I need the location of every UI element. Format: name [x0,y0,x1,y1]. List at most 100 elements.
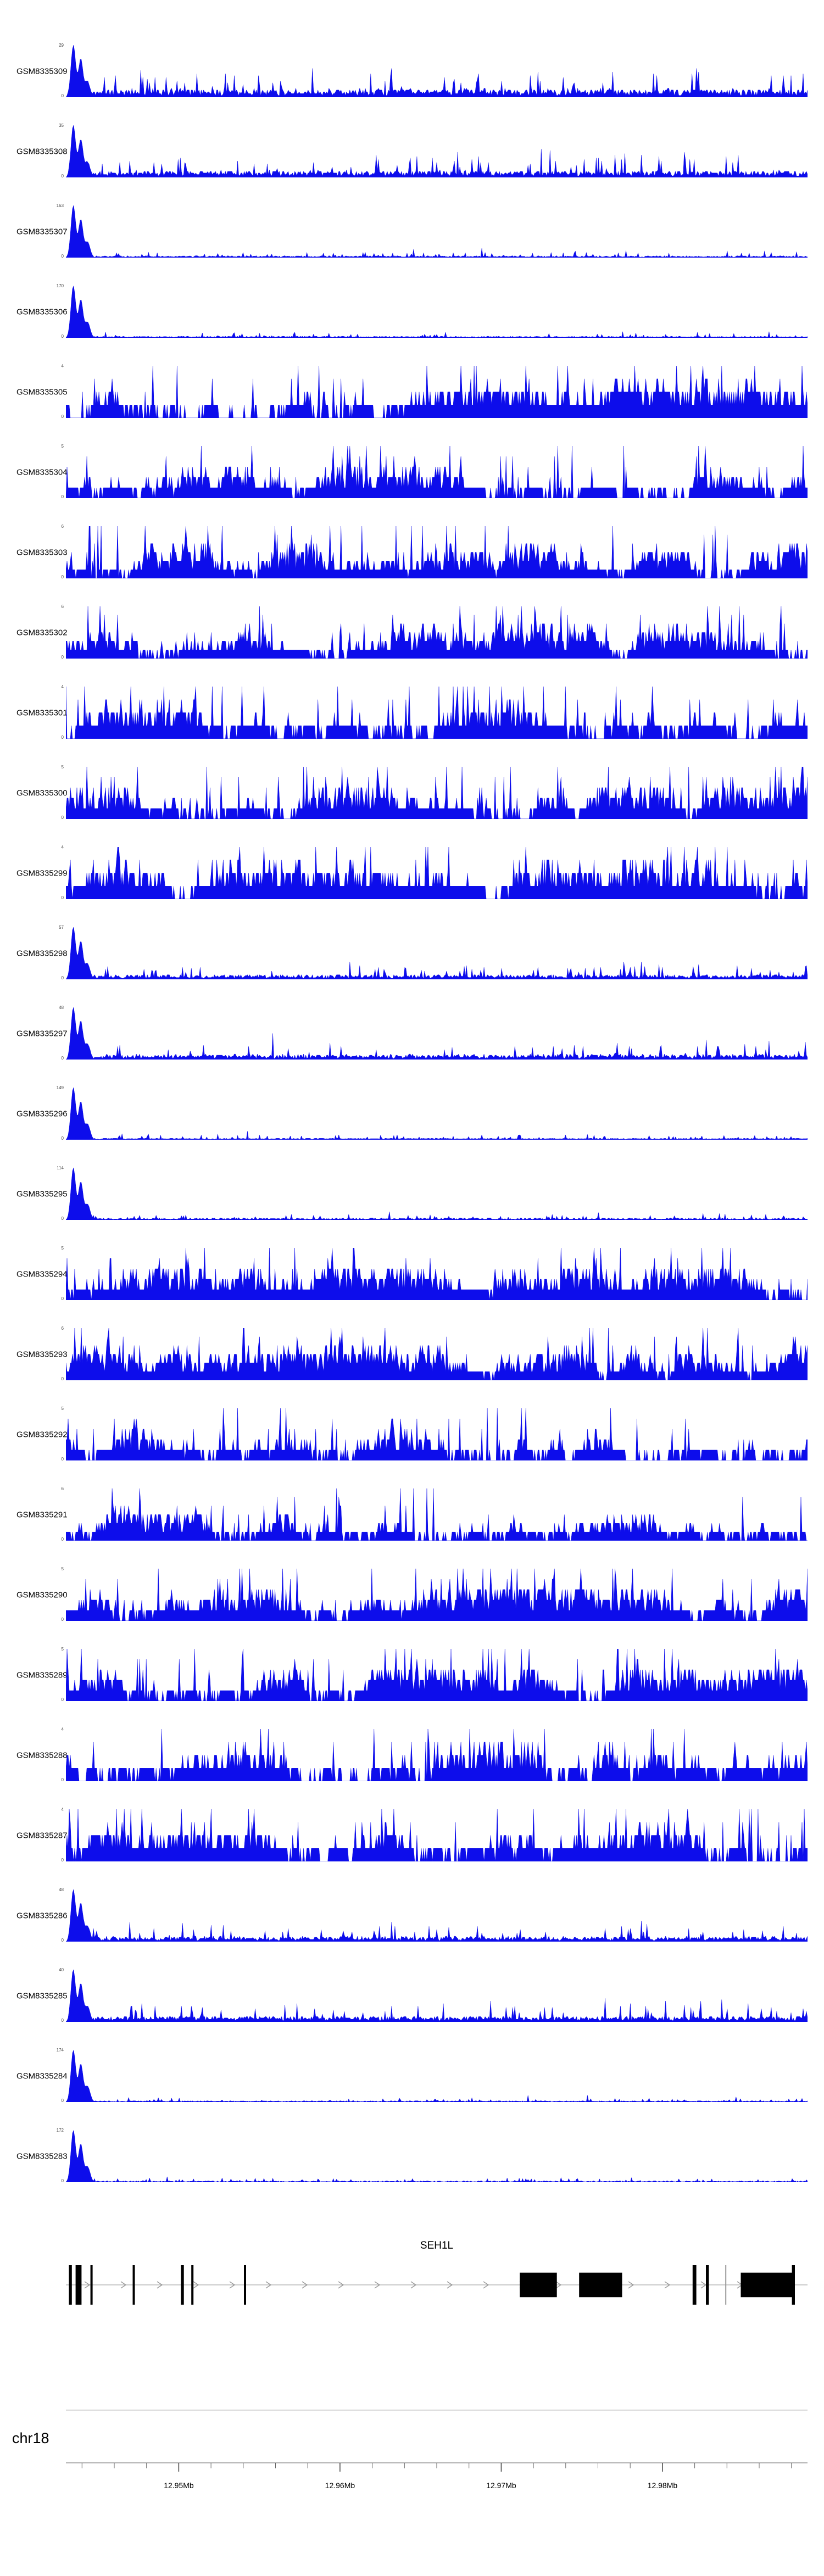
yaxis-max-label: 5 [61,1406,64,1411]
track-row: GSM8335289 5 0 [0,1627,824,1707]
strand-arrow-icon [555,2281,562,2289]
coverage-plot: 29 0 [59,43,808,98]
track-label: GSM8335287 [16,1831,68,1841]
track-row: GSM8335304 5 0 [0,424,824,504]
strand-arrow-icon [374,2281,381,2289]
yaxis-max-label: 6 [61,1486,64,1491]
signal-area-svg [66,366,808,418]
signal-area-svg [66,2130,808,2182]
coverage-plot: 172 0 [57,2128,808,2183]
yaxis-max-label: 40 [59,1967,64,1972]
track-label: GSM8335295 [16,1189,68,1199]
signal-polygon [66,687,808,739]
signal-polygon [66,1328,808,1380]
track-label: GSM8335301 [16,708,68,718]
coverage-plot: 114 0 [57,1166,808,1221]
signal-polygon [66,1248,808,1300]
yaxis-zero-label: 0 [61,815,64,820]
track-row: GSM8335305 4 0 [0,344,824,424]
signal-area-svg [66,1649,808,1701]
exon-box [692,2265,697,2305]
yaxis-zero-label: 0 [61,174,64,179]
strand-arrow-icon [483,2281,489,2289]
track-row: GSM8335290 5 0 [0,1547,824,1627]
signal-area-svg [66,927,808,979]
yaxis-max-label: 174 [56,2048,64,2053]
exon-box [579,2272,622,2298]
strand-arrow-icon [157,2281,163,2289]
exon-box [181,2265,184,2305]
track-label: GSM8335289 [16,1670,68,1680]
yaxis-max-label: 4 [61,684,64,689]
axis-tick-label: 12.97Mb [486,2481,516,2490]
yaxis-zero-label: 0 [61,1617,64,1622]
yaxis-zero-label: 0 [61,1056,64,1061]
signal-area-svg [66,1007,808,1060]
track-label: GSM8335299 [16,868,68,878]
coverage-plot: 35 0 [59,124,808,179]
exon-box [132,2265,135,2305]
strand-arrow-icon [265,2281,272,2289]
signal-polygon [66,286,808,338]
yaxis-max-label: 48 [59,1887,64,1892]
yaxis-max-label: 57 [59,925,64,930]
yaxis-max-label: 163 [56,203,64,208]
exon-box [792,2265,795,2305]
yaxis-zero-label: 0 [61,1216,64,1221]
yaxis-zero-label: 0 [61,1858,64,1863]
signal-area-svg [66,1488,808,1541]
signal-area-svg [66,1088,808,1140]
track-label: GSM8335309 [16,66,68,76]
track-label: GSM8335300 [16,788,68,798]
exon-box [75,2265,82,2305]
yaxis-max-label: 170 [56,283,64,288]
track-row: GSM8335294 5 0 [0,1226,824,1306]
signal-polygon [66,1889,808,1942]
exon-box [90,2265,93,2305]
exon-box [725,2265,727,2305]
track-row: GSM8335301 4 0 [0,665,824,745]
strand-arrow-icon [229,2281,236,2289]
signal-area-svg [66,2050,808,2102]
yaxis-max-label: 4 [61,1727,64,1732]
yaxis-max-label: 29 [59,43,64,48]
track-label: GSM8335283 [16,2151,68,2161]
gene-model [66,2265,808,2305]
signal-area-svg [66,1328,808,1380]
exon-box [69,2265,72,2305]
yaxis-zero-label: 0 [61,93,64,98]
axis-tick-label: 12.95Mb [164,2481,194,2490]
yaxis-max-label: 172 [56,2128,64,2133]
yaxis-zero-label: 0 [61,1136,64,1141]
signal-polygon [66,205,808,258]
signal-area-svg [66,847,808,899]
signal-area-svg [66,205,808,258]
signal-area-svg [66,1569,808,1621]
signal-area-svg [66,767,808,819]
yaxis-zero-label: 0 [61,2018,64,2023]
strand-arrow-icon [447,2281,453,2289]
yaxis-max-label: 5 [61,1647,64,1652]
signal-polygon [66,1408,808,1460]
track-row: GSM8335295 114 0 [0,1146,824,1226]
track-row: GSM8335287 4 0 [0,1787,824,1867]
track-label: GSM8335293 [16,1350,68,1359]
exon-box [191,2265,194,2305]
yaxis-max-label: 4 [61,364,64,369]
yaxis-max-label: 5 [61,1246,64,1251]
exon-box [741,2272,794,2298]
yaxis-zero-label: 0 [61,254,64,259]
signal-area-svg [66,687,808,739]
signal-polygon [66,767,808,819]
track-label: GSM8335292 [16,1430,68,1440]
exon-box [706,2265,709,2305]
signal-polygon [66,1729,808,1781]
signal-polygon [66,1970,808,2022]
signal-polygon [66,2050,808,2102]
